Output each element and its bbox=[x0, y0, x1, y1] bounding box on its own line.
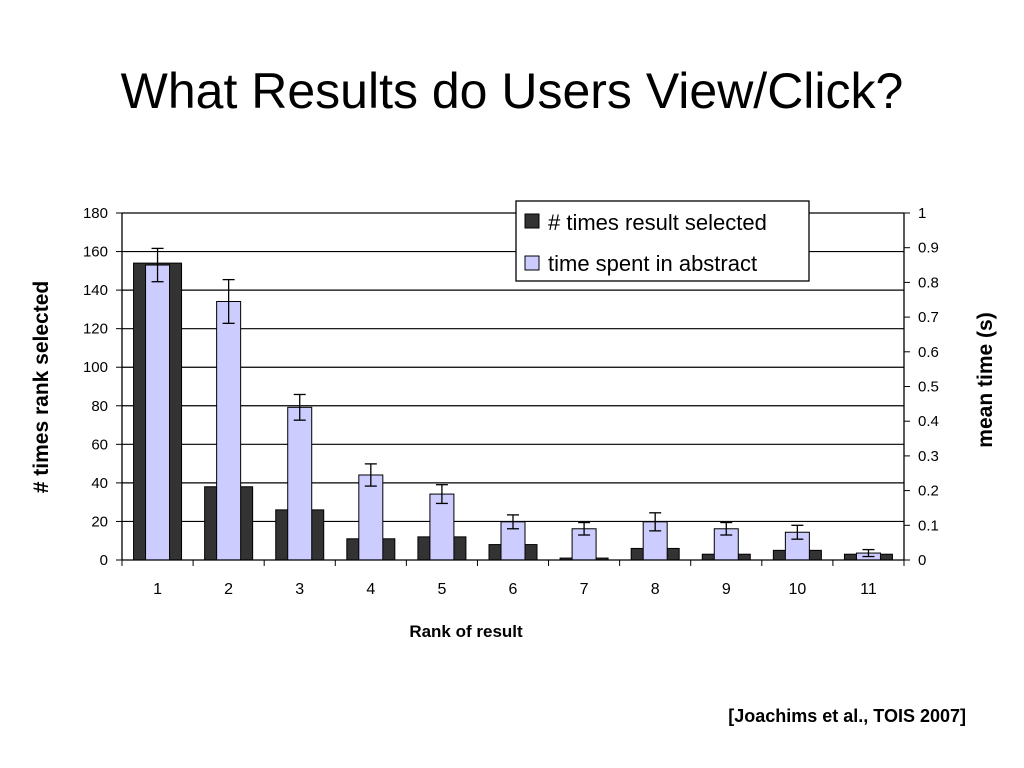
legend-label-abstract: time spent in abstract bbox=[548, 251, 757, 276]
y-right-tick-label: 0.1 bbox=[918, 517, 939, 534]
legend: # times result selected time spent in ab… bbox=[515, 200, 810, 282]
tick-labels: 0 20 40 60 80 100 120 140 160 180 0 0.1 0.2 0.3 0.4 0.5… bbox=[83, 205, 939, 598]
y-left-tick-label: 0 bbox=[100, 552, 108, 569]
y-right-tick-label: 0.4 bbox=[918, 413, 939, 430]
y-left-tick-label: 60 bbox=[91, 436, 108, 453]
x-tick-label: 2 bbox=[224, 581, 233, 598]
x-tick-label: 10 bbox=[788, 581, 806, 598]
legend-swatch-abstract bbox=[524, 255, 540, 271]
x-tick-label: 6 bbox=[509, 581, 518, 598]
y-right-tick-label: 0.5 bbox=[918, 379, 939, 396]
x-tick-label: 11 bbox=[860, 581, 877, 598]
x-tick-label: 8 bbox=[651, 581, 660, 598]
y-left-tick-label: 180 bbox=[83, 205, 108, 222]
y-right-tick-label: 0.7 bbox=[918, 309, 939, 326]
y-left-tick-label: 100 bbox=[83, 359, 108, 376]
y-right-tick-label: 0.8 bbox=[918, 274, 939, 291]
bar-time-in-abstract bbox=[287, 406, 313, 561]
legend-label-selected: # times result selected bbox=[548, 210, 767, 235]
y-right-tick-label: 0.9 bbox=[918, 240, 939, 257]
y-left-tick-label: 140 bbox=[83, 282, 108, 299]
legend-box bbox=[515, 200, 810, 282]
bar-time-in-abstract bbox=[145, 264, 171, 561]
y-axis-right-title: mean time (s) bbox=[974, 312, 997, 447]
y-right-tick-label: 0.3 bbox=[918, 448, 939, 465]
x-tick-label: 7 bbox=[580, 581, 589, 598]
y-axis-left-title: # times rank selected bbox=[30, 281, 53, 493]
y-right-tick-label: 1 bbox=[918, 205, 926, 222]
x-tick-label: 9 bbox=[722, 581, 731, 598]
y-left-tick-label: 40 bbox=[91, 475, 108, 492]
y-right-tick-label: 0.2 bbox=[918, 483, 939, 500]
x-tick-label: 3 bbox=[295, 581, 304, 598]
bars bbox=[133, 247, 893, 561]
y-right-tick-label: 0 bbox=[918, 552, 926, 569]
x-tick-label: 1 bbox=[153, 581, 162, 598]
x-tick-label: 4 bbox=[366, 581, 375, 598]
bar-time-in-abstract bbox=[358, 474, 384, 561]
slide-title: What Results do Users View/Click? bbox=[120, 63, 904, 119]
x-axis-title: Rank of result bbox=[409, 622, 523, 641]
x-tick-label: 5 bbox=[437, 581, 446, 598]
y-left-tick-label: 20 bbox=[91, 513, 108, 530]
y-right-tick-label: 0.6 bbox=[918, 344, 939, 361]
bar-time-in-abstract bbox=[216, 300, 242, 561]
y-left-tick-label: 80 bbox=[91, 398, 108, 415]
y-left-tick-label: 120 bbox=[83, 321, 108, 338]
citation: [Joachims et al., TOIS 2007] bbox=[728, 706, 966, 726]
legend-swatch-selected bbox=[524, 213, 540, 229]
axes bbox=[116, 212, 910, 566]
y-left-tick-label: 160 bbox=[83, 244, 108, 261]
